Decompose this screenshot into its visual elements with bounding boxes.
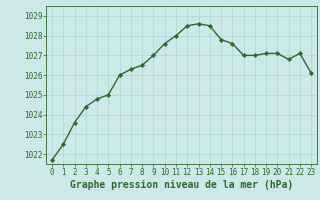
X-axis label: Graphe pression niveau de la mer (hPa): Graphe pression niveau de la mer (hPa) [70,180,293,190]
